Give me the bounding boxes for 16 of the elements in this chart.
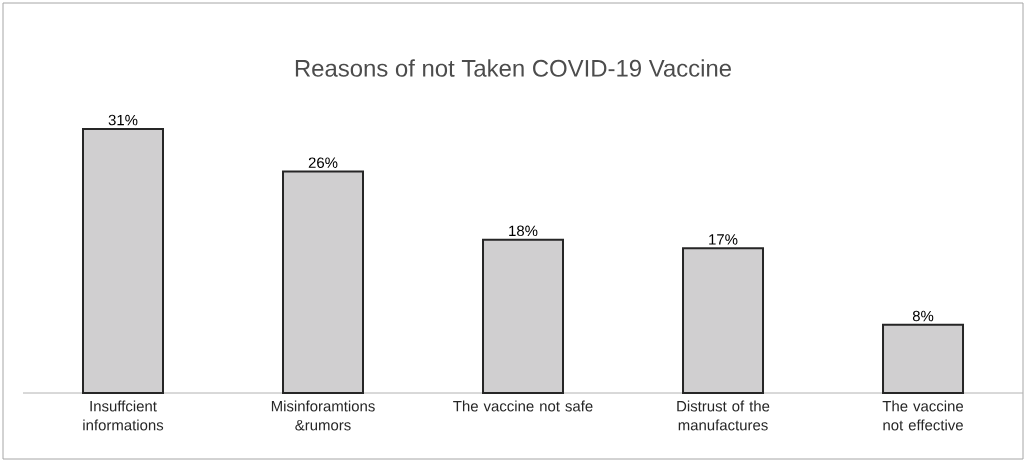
x-tick-label: The vaccine not effective	[882, 400, 964, 431]
data-label: 31%	[108, 114, 138, 126]
x-tick-label: Misinforamtions &rumors	[271, 400, 375, 431]
data-label: 8%	[912, 310, 934, 322]
bar	[82, 127, 164, 394]
x-tick-label: Insuffcient informations	[83, 400, 164, 431]
chart-title: Reasons of not Taken COVID-19 Vaccine	[295, 59, 731, 77]
data-label: 17%	[709, 234, 738, 245]
data-label: 18%	[509, 225, 538, 237]
x-tick-label: The vaccine not safe	[453, 400, 593, 412]
bar	[482, 238, 565, 394]
bar	[282, 170, 364, 394]
data-label: 26%	[308, 157, 338, 168]
bar	[682, 247, 765, 394]
x-tick-label: Distrust of the manufactures	[677, 400, 770, 431]
bar	[882, 323, 965, 394]
